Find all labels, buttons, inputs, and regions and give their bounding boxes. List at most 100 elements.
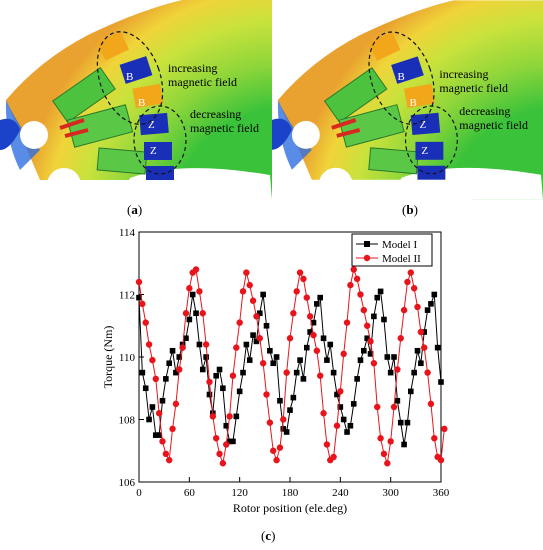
field-map-a: B B Z Z increasing magnetic field decreas… [0,0,272,200]
data-point [367,351,374,357]
data-point [384,460,391,467]
data-point [384,354,391,360]
data-point [334,391,340,398]
data-point [270,447,277,454]
data-point [314,301,320,307]
data-point [226,413,233,420]
x-tick-label: 180 [282,487,299,499]
data-point [397,335,404,342]
x-axis-label: Rotor position (ele.deg) [233,501,347,515]
data-point [209,413,217,420]
data-point [363,322,371,329]
data-point [340,350,347,358]
data-point [441,425,448,433]
slot-label: Z [419,119,426,131]
data-point [310,319,317,326]
data-point [139,369,146,376]
data-point [240,369,246,376]
data-point [176,366,183,373]
data-point [233,344,240,351]
panel-label-a: (a) [127,202,143,217]
data-point [156,432,162,438]
data-point [249,297,257,304]
torque-chart: 0 60 120 180 240 300 360 106 108 110 112 114 Rotor p… [101,227,450,515]
data-point [320,335,327,342]
data-point [155,410,163,417]
data-point [371,313,377,320]
x-tick-label: 300 [382,487,399,499]
slot-label: Z [421,145,428,157]
data-point [192,266,200,273]
data-point [344,429,350,435]
data-point [219,460,227,467]
data-point [320,410,327,417]
annotation-decreasing-a: decreasing magnetic field [190,107,259,135]
slot-label: B [138,97,145,109]
legend-label: Model II [382,253,421,265]
annotation-increasing-a: increasing magnetic field [168,61,237,89]
data-point [337,404,344,410]
x-tick-label: 240 [332,487,349,499]
data-point [145,341,153,348]
data-point [280,426,287,432]
series-line-2 [138,267,445,466]
data-point [387,438,394,445]
y-axis-label: Torque (Nm) [101,326,115,389]
data-point [357,291,364,298]
data-point [152,375,159,383]
data-point [293,288,300,295]
data-point [149,356,156,364]
data-point [166,360,172,367]
slot-label: Z [150,145,157,157]
legend-label: Model I [382,239,417,251]
data-point [296,269,304,276]
data-point [169,425,176,433]
data-point [199,310,206,317]
data-point [290,394,297,401]
data-point [437,456,445,464]
y-tick-label: 110 [119,352,136,364]
data-point [193,310,199,317]
data-point [202,341,210,348]
data-point [293,369,300,376]
data-point [397,419,404,426]
data-point [374,294,381,301]
data-point [243,341,250,348]
data-point [333,422,341,429]
data-point [230,438,236,445]
slot-label: B [409,97,416,109]
data-point [149,404,156,410]
data-point [266,419,274,426]
data-point [277,397,283,404]
x-tick-label: 60 [184,487,196,499]
data-point [142,385,149,392]
data-point [139,300,146,308]
panel-label-c: (c) [261,528,276,543]
data-point [286,335,294,342]
data-point [163,376,169,382]
data-point [159,438,166,445]
data-point [253,313,260,320]
data-point [182,310,190,317]
data-point [394,397,401,404]
data-point [159,397,166,404]
data-point [189,291,196,298]
data-point [136,294,142,301]
y-tick-label: 108 [119,415,136,427]
data-point [367,338,374,345]
data-point [283,429,290,435]
data-point [236,388,243,395]
data-point [330,369,337,376]
data-point [404,419,411,426]
data-point [276,444,284,451]
data-point [280,416,287,423]
data-point [146,416,152,423]
data-point [394,366,401,373]
data-point [323,441,331,448]
data-point [431,435,438,442]
data-point [169,347,176,354]
data-point [250,332,256,338]
data-point [256,335,263,342]
data-point [354,376,360,382]
y-tick-label: 112 [119,290,135,302]
